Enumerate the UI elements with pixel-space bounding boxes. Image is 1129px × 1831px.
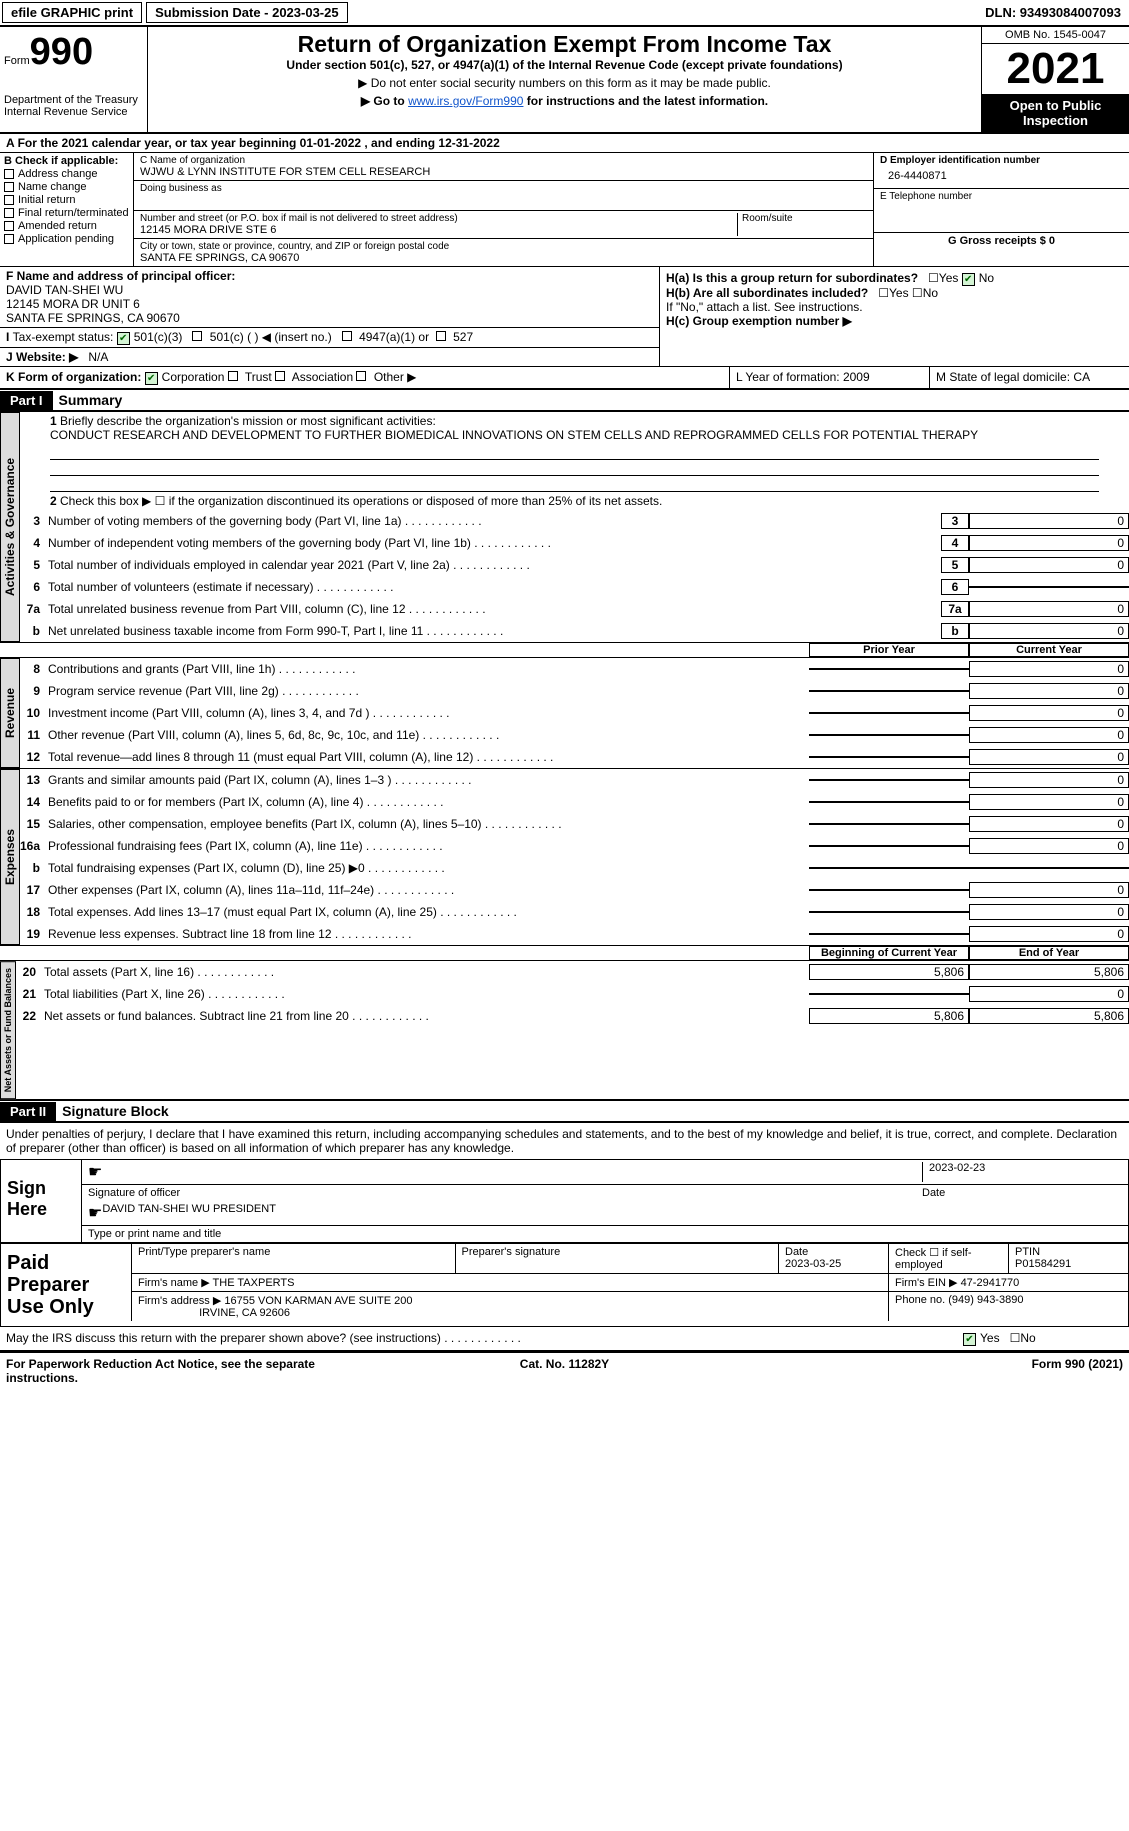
col-end: End of Year: [969, 946, 1129, 960]
year-formation: L Year of formation: 2009: [729, 367, 929, 388]
cb-final[interactable]: [4, 208, 14, 218]
firm-ein: 47-2941770: [961, 1277, 1020, 1289]
pra-notice: For Paperwork Reduction Act Notice, see …: [6, 1357, 378, 1385]
part2-title: Signature Block: [56, 1101, 175, 1121]
ha-label: H(a) Is this a group return for subordin…: [666, 271, 918, 285]
website: N/A: [88, 350, 108, 364]
part1-title: Summary: [53, 390, 129, 410]
col-b: B Check if applicable: Address change Na…: [0, 153, 134, 266]
cb-pending[interactable]: [4, 234, 14, 244]
tax-year: 2021: [982, 44, 1129, 94]
omb: OMB No. 1545-0047: [982, 27, 1129, 44]
subtitle: Under section 501(c), 527, or 4947(a)(1)…: [152, 58, 977, 72]
cb-ha-no[interactable]: ✔: [962, 273, 975, 286]
firm-phone: (949) 943-3890: [948, 1294, 1023, 1306]
dept-text: Department of the Treasury Internal Reve…: [4, 94, 143, 118]
org-name: WJWU & LYNN INSTITUTE FOR STEM CELL RESE…: [140, 166, 867, 178]
col-prior: Prior Year: [809, 643, 969, 657]
instr2: ▶ Go to www.irs.gov/Form990 for instruct…: [152, 94, 977, 108]
decl-text: Under penalties of perjury, I declare th…: [0, 1123, 1129, 1159]
col-curr: Current Year: [969, 643, 1129, 657]
form-box: Form990 Department of the Treasury Inter…: [0, 27, 148, 132]
cb-irs-yes[interactable]: ✔: [963, 1333, 976, 1346]
vtab-ag: Activities & Governance: [0, 412, 20, 642]
officer-addr1: 12145 MORA DR UNIT 6: [6, 297, 653, 311]
vtab-rev: Revenue: [0, 658, 20, 768]
check-self[interactable]: Check ☐ if self-employed: [888, 1244, 1008, 1273]
form-label: Form: [4, 55, 30, 67]
cat-no: Cat. No. 11282Y: [378, 1357, 750, 1385]
org-city: SANTA FE SPRINGS, CA 90670: [140, 252, 867, 264]
org-addr: 12145 MORA DRIVE STE 6: [140, 224, 737, 236]
instr1: ▶ Do not enter social security numbers o…: [152, 76, 977, 90]
officer-sig-name: DAVID TAN-SHEI WU PRESIDENT: [102, 1203, 1122, 1223]
hc-label: H(c) Group exemption number ▶: [666, 314, 852, 328]
col-c: C Name of organizationWJWU & LYNN INSTIT…: [134, 153, 873, 266]
ein: 26-4440871: [880, 166, 1123, 186]
form-footer: Form 990 (2021): [751, 1357, 1123, 1385]
vtab-exp: Expenses: [0, 769, 20, 945]
cb-corp[interactable]: ✔: [145, 372, 158, 385]
cb-4947[interactable]: [342, 331, 352, 341]
cb-assoc[interactable]: [275, 371, 285, 381]
cb-address[interactable]: [4, 169, 14, 179]
l2-text: Check this box ▶ ☐ if the organization d…: [60, 494, 662, 508]
cb-527[interactable]: [436, 331, 446, 341]
prep-date: 2023-03-25: [785, 1258, 841, 1270]
efile-btn[interactable]: efile GRAPHIC print: [2, 2, 142, 23]
irs-link[interactable]: www.irs.gov/Form990: [408, 94, 523, 108]
main-title: Return of Organization Exempt From Incom…: [152, 31, 977, 58]
officer-addr2: SANTA FE SPRINGS, CA 90670: [6, 311, 653, 325]
officer-name: DAVID TAN-SHEI WU: [6, 283, 653, 297]
hb-label: H(b) Are all subordinates included?: [666, 286, 868, 300]
cb-name[interactable]: [4, 182, 14, 192]
mission-text: CONDUCT RESEARCH AND DEVELOPMENT TO FURT…: [50, 428, 978, 442]
cb-initial[interactable]: [4, 195, 14, 205]
may-irs: May the IRS discuss this return with the…: [6, 1331, 963, 1346]
gross-receipts: G Gross receipts $ 0: [948, 235, 1055, 247]
firm-addr2: IRVINE, CA 92606: [199, 1307, 290, 1319]
vtab-na: Net Assets or Fund Balances: [0, 961, 16, 1099]
title-box: Return of Organization Exempt From Incom…: [148, 27, 981, 132]
cb-other[interactable]: [356, 371, 366, 381]
form-number: 990: [30, 31, 93, 73]
row-a: A For the 2021 calendar year, or tax yea…: [0, 134, 1129, 153]
sign-here: Sign Here: [1, 1160, 81, 1242]
cb-trust[interactable]: [228, 371, 238, 381]
paid-prep-label: Paid Preparer Use Only: [1, 1244, 131, 1326]
part1-hdr: Part I: [0, 391, 53, 410]
col-d: D Employer identification number26-44408…: [873, 153, 1129, 266]
cb-501c3[interactable]: ✔: [117, 332, 130, 345]
firm-name: THE TAXPERTS: [213, 1277, 295, 1289]
cb-501c[interactable]: [192, 331, 202, 341]
ptin: P01584291: [1015, 1258, 1071, 1270]
dln-text: DLN: 93493084007093: [977, 3, 1129, 22]
firm-addr1: 16755 VON KARMAN AVE SUITE 200: [224, 1295, 412, 1307]
cb-amended[interactable]: [4, 221, 14, 231]
hb-note: If "No," attach a list. See instructions…: [666, 300, 1123, 314]
open-inspection: Open to Public Inspection: [982, 94, 1129, 132]
year-box: OMB No. 1545-0047 2021 Open to Public In…: [981, 27, 1129, 132]
part2-hdr: Part II: [0, 1102, 56, 1121]
col-beg: Beginning of Current Year: [809, 946, 969, 960]
subdate-btn[interactable]: Submission Date - 2023-03-25: [146, 2, 348, 23]
sig-date: 2023-02-23: [929, 1162, 985, 1174]
state-domicile: M State of legal domicile: CA: [929, 367, 1129, 388]
